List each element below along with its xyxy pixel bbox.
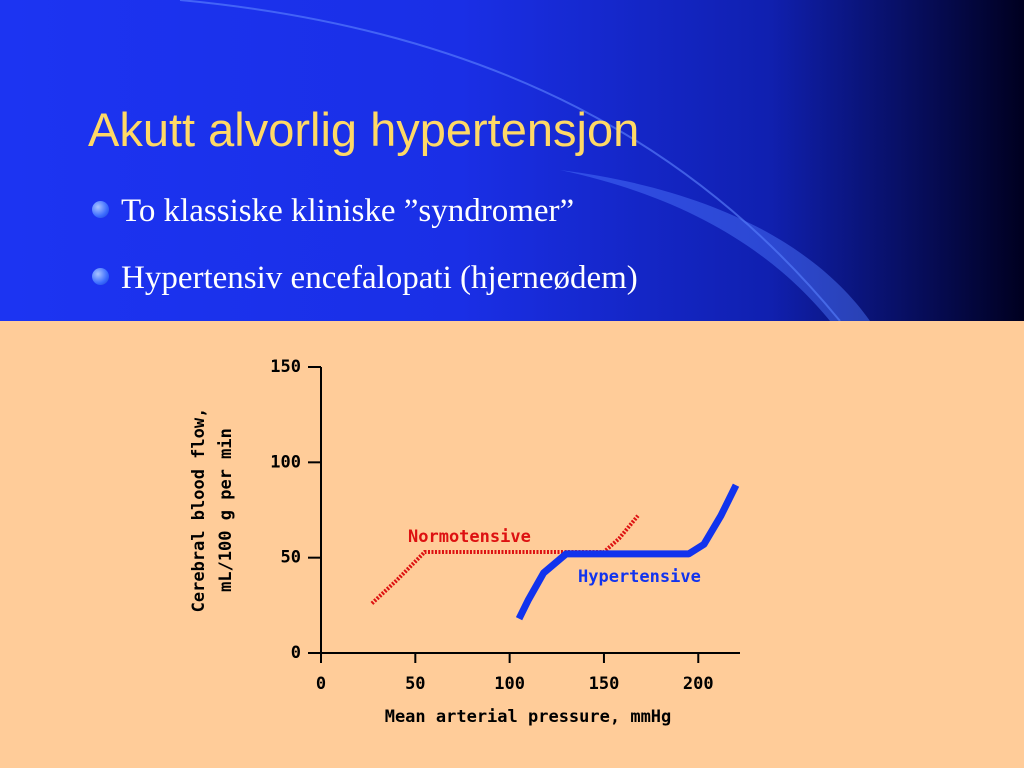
series-line	[370, 514, 640, 605]
x-tick-label: 200	[683, 674, 714, 694]
series-label: Normotensive	[408, 527, 531, 547]
decoration	[179, 0, 870, 321]
x-tick-label: 150	[589, 674, 620, 694]
y-tick-label: 150	[270, 357, 301, 377]
series-line	[515, 483, 740, 621]
bullet-text: To klassiske kliniske ”syndromer”	[121, 193, 575, 229]
bullet: Hypertensiv encefalopati (hjerneødem)	[92, 260, 638, 297]
bullet-text: Hypertensiv encefalopati (hjerneødem)	[121, 260, 638, 296]
x-tick-label: 50	[405, 674, 425, 694]
header-background: Akutt alvorlig hypertensjon To klassiske…	[0, 0, 1024, 321]
chart-background	[0, 321, 1024, 768]
y-axis-label: Cerebral blood flow,	[189, 408, 209, 613]
x-tick-label: 0	[316, 674, 326, 694]
series-label: Hypertensive	[578, 567, 701, 587]
x-axis-label: Mean arterial pressure, mmHg	[385, 707, 672, 727]
bullet: To klassiske kliniske ”syndromer”	[92, 193, 574, 230]
y-axis-label: mL/100 g per min	[216, 428, 236, 592]
x-tick-label: 100	[494, 674, 525, 694]
slide-title: Akutt alvorlig hypertensjon	[88, 103, 640, 156]
y-tick-label: 0	[291, 643, 301, 663]
y-tick-label: 100	[270, 452, 301, 472]
y-tick-label: 50	[281, 548, 301, 568]
